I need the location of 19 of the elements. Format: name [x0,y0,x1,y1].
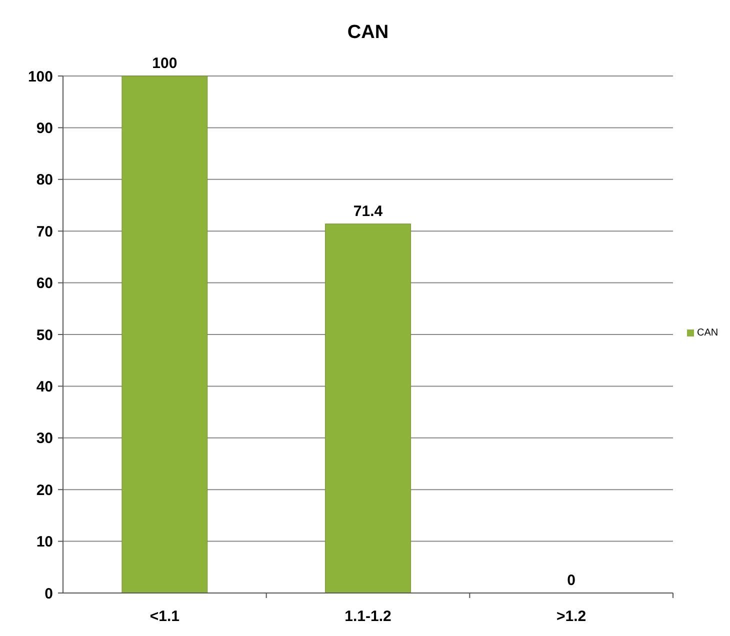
y-tick-label: 50 [36,326,53,344]
y-tick-label: 70 [36,223,53,240]
y-tick-label: 40 [36,378,53,396]
chart-title: CAN [347,22,389,43]
y-tick-label: 20 [36,482,53,499]
x-tick-label: >1.2 [556,608,586,625]
y-tick-label: 10 [36,534,53,551]
legend-label: CAN [697,328,718,338]
x-tick-label: 1.1-1.2 [344,608,392,625]
y-tick-label: 0 [44,585,53,602]
y-tick-label: 80 [36,172,53,189]
data-label: 100 [152,55,178,72]
y-tick-label: 90 [36,120,53,137]
y-tick-label: 60 [36,275,53,292]
x-tick-label: <1.1 [150,608,180,625]
y-tick-label: 100 [28,68,53,86]
data-label: 0 [567,572,576,589]
data-label: 71.4 [353,202,384,220]
y-tick-label: 30 [36,430,53,448]
